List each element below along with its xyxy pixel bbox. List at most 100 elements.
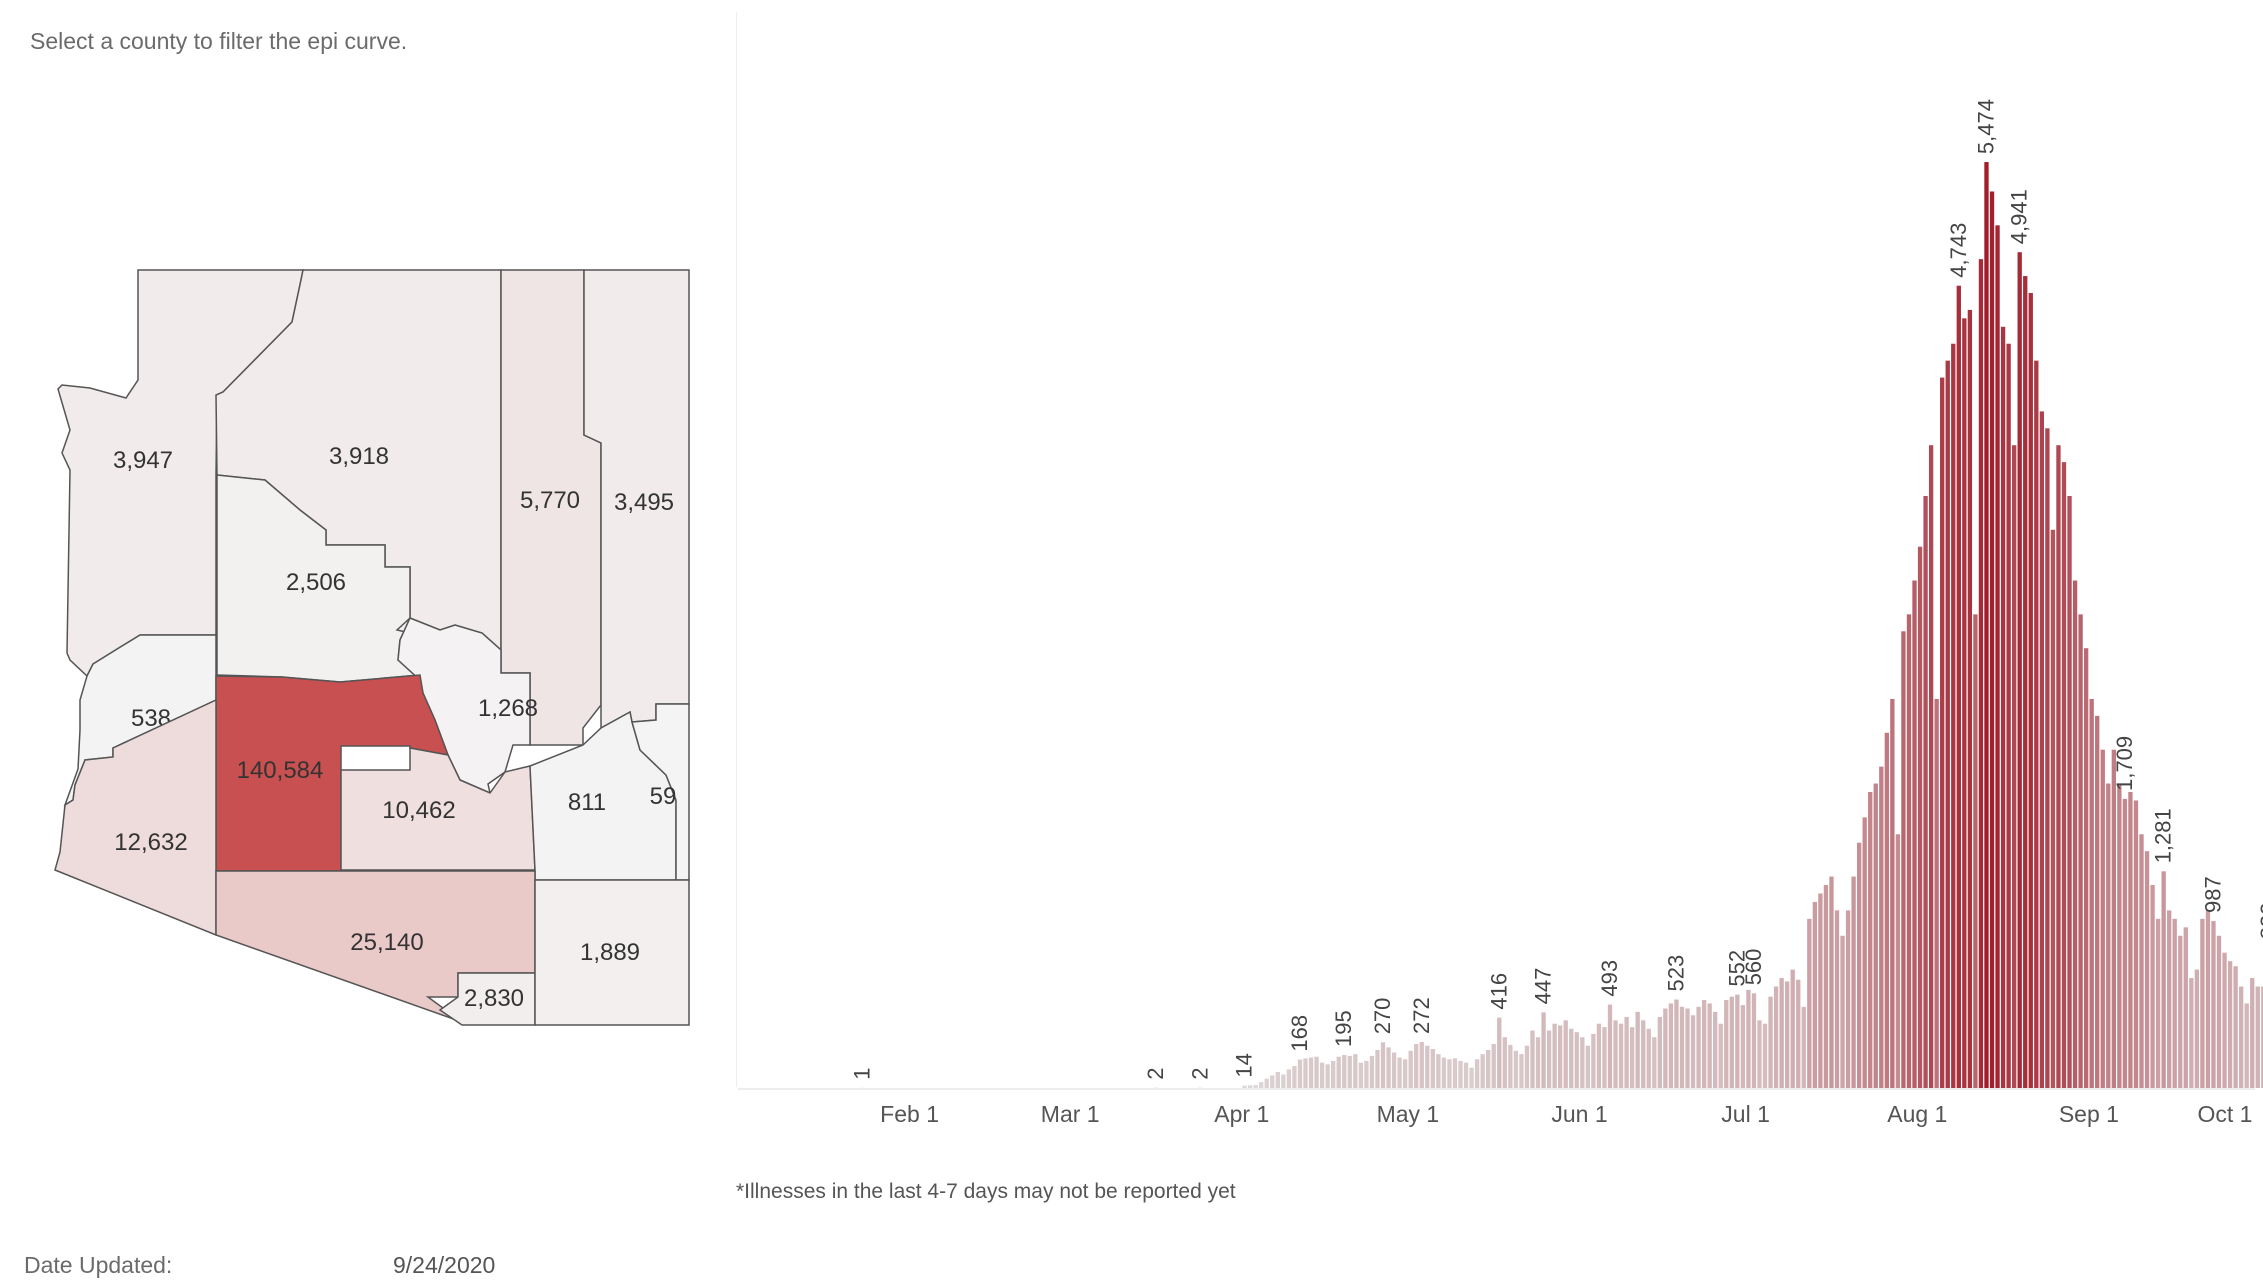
epi-bar[interactable]: [1917, 546, 1923, 1088]
epi-bar[interactable]: [1956, 285, 1961, 1089]
epi-bar[interactable]: [1989, 191, 1995, 1089]
epi-bar[interactable]: [1718, 1023, 1723, 1088]
epi-bar[interactable]: [1690, 1015, 1696, 1088]
county-santacruz[interactable]: 2,830: [438, 972, 536, 1026]
epi-bar[interactable]: [2122, 798, 2128, 1088]
epi-bar[interactable]: [1364, 1060, 1369, 1088]
epi-bar[interactable]: [2117, 783, 2122, 1088]
epi-bar[interactable]: [1856, 842, 1862, 1088]
epi-bar[interactable]: [2050, 529, 2056, 1088]
epi-bar[interactable]: [1524, 1045, 1530, 1088]
epi-bar[interactable]: [1247, 1085, 1253, 1088]
epi-bar[interactable]: [1945, 360, 1950, 1088]
epi-bar[interactable]: [1408, 1050, 1413, 1088]
epi-bar[interactable]: [2111, 749, 2116, 1088]
epi-bar[interactable]: [2028, 292, 2033, 1089]
epi-bar[interactable]: [2194, 969, 2200, 1088]
epi-bar[interactable]: [1890, 698, 1895, 1088]
epi-bar[interactable]: [2100, 749, 2105, 1088]
epi-bar[interactable]: [2216, 935, 2222, 1088]
epi-bar[interactable]: [1790, 969, 1795, 1088]
epi-bar[interactable]: [1386, 1047, 1391, 1088]
epi-bar[interactable]: [1463, 1062, 1469, 1088]
epi-bar[interactable]: [2072, 580, 2078, 1088]
epi-bar[interactable]: [2023, 276, 2028, 1088]
epi-bar[interactable]: [1851, 876, 1856, 1088]
epi-bar[interactable]: [1773, 986, 1779, 1088]
epi-bar[interactable]: [1436, 1054, 1441, 1088]
epi-bar[interactable]: [1679, 1006, 1685, 1088]
epi-bar[interactable]: [1591, 1033, 1596, 1088]
epi-bar[interactable]: [1895, 834, 1901, 1088]
epi-bar[interactable]: [2000, 326, 2006, 1088]
epi-bar[interactable]: [1928, 445, 1934, 1089]
epi-bar[interactable]: [1574, 1032, 1579, 1088]
epi-bar[interactable]: [1668, 1003, 1674, 1088]
epi-bar[interactable]: [2139, 834, 2144, 1088]
epi-bar[interactable]: [1618, 1023, 1624, 1088]
epi-bar[interactable]: [1641, 1020, 1646, 1088]
epi-bar[interactable]: [1452, 1058, 1458, 1088]
epi-bar[interactable]: [1751, 993, 1757, 1088]
epi-bar[interactable]: [2239, 986, 2244, 1088]
epi-bar[interactable]: [1519, 1054, 1524, 1088]
county-lapaz[interactable]: 538: [63, 634, 217, 807]
epi-bar[interactable]: [1447, 1059, 1452, 1088]
epi-bar[interactable]: [1286, 1069, 1292, 1088]
epi-bar[interactable]: [2244, 1003, 2249, 1088]
epi-bar[interactable]: [1270, 1075, 1275, 1088]
county-yuma[interactable]: 12,632: [54, 698, 217, 937]
epi-bar[interactable]: [1469, 1067, 1474, 1088]
epi-bar[interactable]: [1746, 989, 1751, 1088]
epi-bar[interactable]: [1735, 994, 1740, 1088]
epi-bar[interactable]: [1906, 614, 1912, 1088]
epi-bar[interactable]: [2222, 952, 2227, 1088]
epi-bar[interactable]: [2012, 445, 2017, 1089]
epi-bar[interactable]: [1336, 1056, 1341, 1088]
epi-bar[interactable]: [2006, 343, 2011, 1089]
epi-bar[interactable]: [1607, 1004, 1613, 1088]
epi-bar[interactable]: [2083, 648, 2089, 1088]
epi-bar[interactable]: [1962, 318, 1967, 1088]
epi-bar[interactable]: [1812, 901, 1818, 1088]
epi-bar[interactable]: [1375, 1049, 1380, 1088]
epi-bar[interactable]: [2233, 966, 2238, 1088]
epi-bar[interactable]: [1402, 1059, 1408, 1088]
epi-bar[interactable]: [1380, 1042, 1386, 1088]
epi-bar[interactable]: [2155, 918, 2161, 1088]
epi-bar[interactable]: [2261, 986, 2263, 1088]
county-pinal[interactable]: 10,462: [340, 747, 536, 871]
epi-bar[interactable]: [1331, 1060, 1336, 1088]
epi-bar[interactable]: [1879, 766, 1884, 1088]
epi-bar[interactable]: [1474, 1059, 1480, 1088]
county-greenlee[interactable]: 59: [631, 703, 690, 881]
epi-bar[interactable]: [1259, 1082, 1264, 1088]
county-apache[interactable]: 3,495: [583, 269, 690, 730]
epi-bar[interactable]: [1491, 1044, 1496, 1088]
epi-bar[interactable]: [1873, 783, 1878, 1088]
epi-bar[interactable]: [1325, 1064, 1330, 1088]
epi-bar[interactable]: [1884, 732, 1889, 1088]
epi-bar[interactable]: [1823, 885, 1829, 1088]
epi-bar[interactable]: [1696, 1006, 1701, 1088]
epi-bar[interactable]: [2056, 445, 2061, 1089]
epi-bar[interactable]: [1292, 1066, 1297, 1088]
epi-bar[interactable]: [1558, 1025, 1563, 1088]
epi-bar[interactable]: [1934, 698, 1939, 1088]
epi-bar[interactable]: [1414, 1044, 1419, 1088]
epi-bar[interactable]: [2078, 614, 2083, 1088]
epi-bar[interactable]: [1845, 910, 1851, 1088]
epi-bar[interactable]: [2183, 927, 2188, 1088]
epi-bar[interactable]: [2150, 885, 2155, 1088]
epi-bar[interactable]: [1486, 1049, 1491, 1088]
epi-bar[interactable]: [2211, 921, 2216, 1088]
epi-bar[interactable]: [2133, 800, 2139, 1088]
epi-bar[interactable]: [1602, 1027, 1607, 1088]
epi-bar[interactable]: [1502, 1037, 1507, 1088]
epi-bar[interactable]: [1391, 1052, 1397, 1088]
epi-bar[interactable]: [1729, 996, 1734, 1088]
epi-bar[interactable]: [1613, 1020, 1618, 1088]
epi-bar[interactable]: [1596, 1023, 1602, 1088]
epi-bar[interactable]: [1818, 893, 1823, 1088]
epi-bar[interactable]: [2172, 918, 2177, 1088]
